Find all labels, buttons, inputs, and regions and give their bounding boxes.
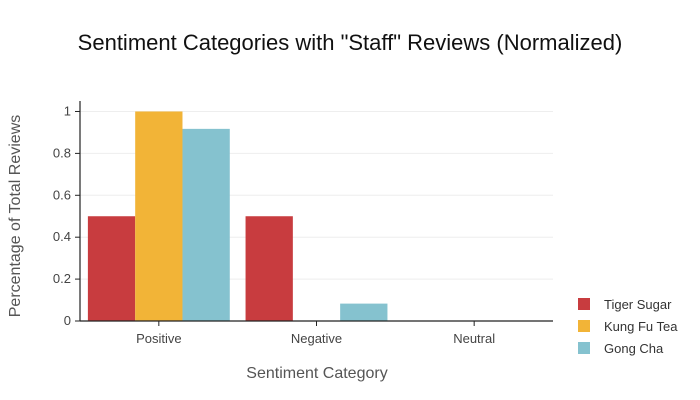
legend-swatch xyxy=(578,320,590,332)
legend-swatch xyxy=(578,298,590,310)
y-tick-label: 1 xyxy=(64,103,71,118)
y-tick-label: 0.2 xyxy=(53,271,71,286)
bar-kung-fu-tea-positive xyxy=(135,111,183,321)
y-tick-label: 0.6 xyxy=(53,187,71,202)
y-tick-label: 0.8 xyxy=(53,145,71,160)
legend-swatch xyxy=(578,342,590,354)
chart-title: Sentiment Categories with "Staff" Review… xyxy=(78,30,623,55)
bar-tiger-sugar-positive xyxy=(87,216,136,321)
legend: Tiger Sugar Kung Fu Tea Gong Cha xyxy=(578,297,678,356)
x-axis-title: Sentiment Category xyxy=(246,365,387,382)
bar-gong-cha-negative xyxy=(340,303,388,321)
bar-gong-cha-positive xyxy=(182,128,230,321)
legend-label: Gong Cha xyxy=(604,341,664,356)
bars xyxy=(87,111,388,321)
y-tick-label: 0.4 xyxy=(53,229,71,244)
y-axis-title: Percentage of Total Reviews xyxy=(7,115,24,317)
x-tick-label: Neutral xyxy=(453,331,495,346)
legend-label: Tiger Sugar xyxy=(604,297,672,312)
y-axis-ticks: 0 0.2 0.4 0.6 0.8 1 xyxy=(53,103,80,328)
x-tick-label: Positive xyxy=(136,331,182,346)
legend-label: Kung Fu Tea xyxy=(604,319,678,334)
bar-tiger-sugar-negative xyxy=(245,216,293,321)
y-tick-label: 0 xyxy=(64,313,71,328)
x-axis-ticks: Positive Negative Neutral xyxy=(136,321,495,346)
x-tick-label: Negative xyxy=(291,331,342,346)
